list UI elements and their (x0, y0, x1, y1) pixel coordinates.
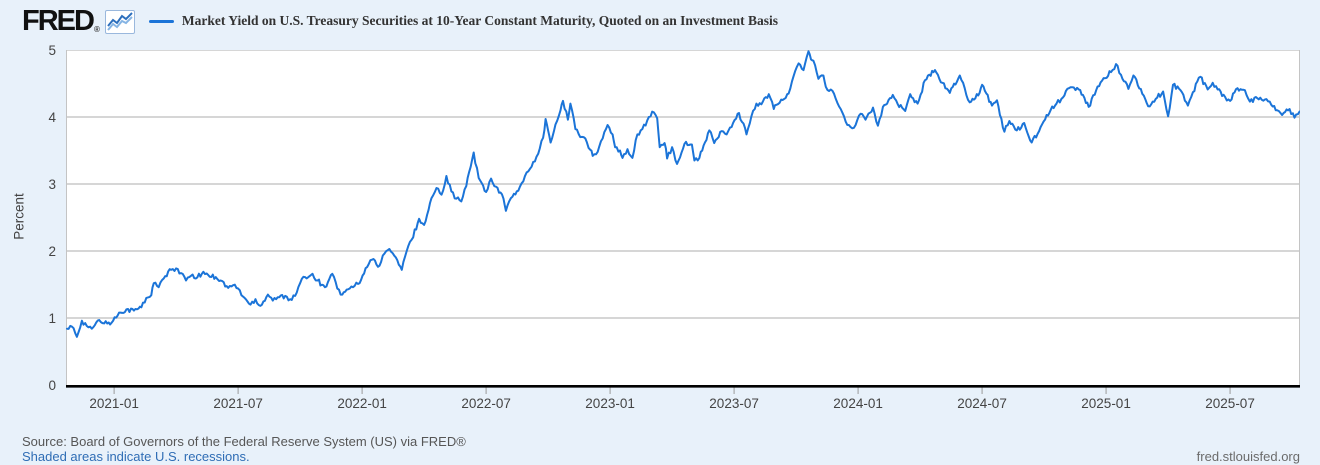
fred-logo-text: FRED (22, 5, 95, 37)
x-axis-tick-label: 2024-07 (957, 396, 1007, 411)
x-axis-tick-label: 2022-01 (337, 396, 387, 411)
y-axis-tick-label: 1 (48, 311, 56, 326)
x-axis-tick-label: 2023-07 (709, 396, 759, 411)
x-axis-tick-label: 2021-07 (213, 396, 263, 411)
x-axis-tick-label: 2023-01 (585, 396, 635, 411)
line-chart-icon (104, 10, 135, 34)
y-axis-tick-label: 3 (48, 177, 56, 192)
series-line[interactable] (66, 50, 1300, 338)
fred-logo[interactable]: FRED ® (22, 6, 100, 36)
y-axis-tick-label: 5 (48, 43, 56, 58)
source-attribution: Source: Board of Governors of the Federa… (22, 434, 466, 449)
x-axis-tick-label: 2021-01 (89, 396, 139, 411)
fred-site-link[interactable]: fred.stlouisfed.org (1196, 449, 1300, 464)
chart-header: FRED ® Market Yield on U.S. Treasury Sec… (22, 6, 778, 36)
plot-area[interactable] (66, 50, 1300, 397)
x-axis-tick-label: 2024-01 (833, 396, 883, 411)
x-axis-tick-label: 2025-01 (1081, 396, 1131, 411)
x-axis-tick-label: 2025-07 (1205, 396, 1255, 411)
series-title: Market Yield on U.S. Treasury Securities… (181, 13, 778, 28)
x-axis-tick-label: 2022-07 (461, 396, 511, 411)
plot-background (66, 50, 1300, 385)
registered-trademark: ® (93, 25, 100, 34)
y-axis-tick-label: 2 (48, 244, 56, 259)
recessions-link[interactable]: Shaded areas indicate U.S. recessions. (22, 449, 250, 464)
legend-line-swatch (148, 19, 174, 23)
y-axis-tick-label: 0 (48, 378, 56, 393)
y-axis-tick-label: 4 (48, 110, 56, 125)
